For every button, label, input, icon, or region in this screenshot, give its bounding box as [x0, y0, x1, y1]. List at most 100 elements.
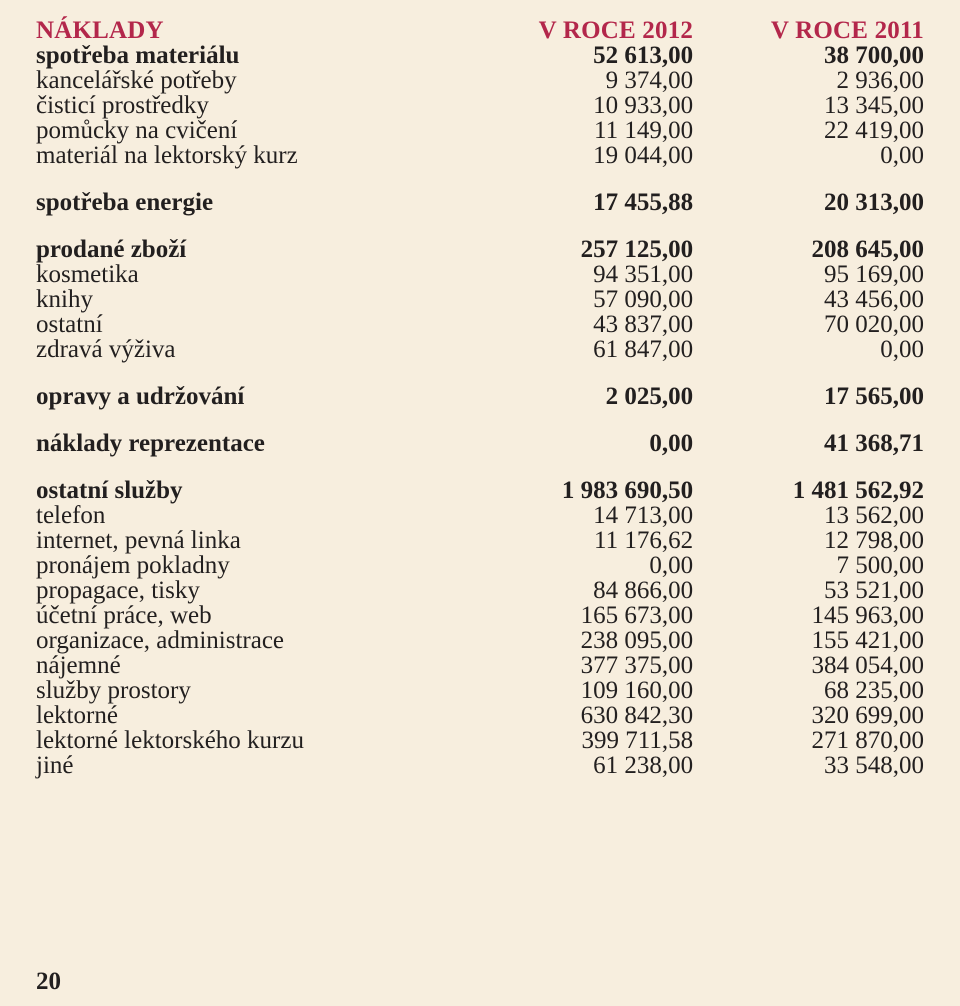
spacer-row	[36, 456, 924, 478]
row-label: materiál na lektorský kurz	[36, 143, 453, 168]
row-label: nájemné	[36, 653, 453, 678]
row-label: lektorné lektorského kurzu	[36, 728, 453, 753]
row-label: účetní práce, web	[36, 603, 453, 628]
group-label: náklady reprezentace	[36, 431, 453, 456]
table-row: propagace, tisky84 866,0053 521,00	[36, 578, 924, 603]
spacer-row	[36, 362, 924, 384]
page-number: 20	[36, 968, 61, 996]
row-v2012: 57 090,00	[453, 287, 693, 312]
row-v2012: 43 837,00	[453, 312, 693, 337]
group-row: ostatní služby1 983 690,501 481 562,92	[36, 478, 924, 503]
group-v2011: 38 700,00	[693, 43, 924, 68]
table-row: organizace, administrace238 095,00155 42…	[36, 628, 924, 653]
row-label: pomůcky na cvičení	[36, 118, 453, 143]
group-v2011: 41 368,71	[693, 431, 924, 456]
row-v2012: 165 673,00	[453, 603, 693, 628]
group-row: náklady reprezentace0,0041 368,71	[36, 431, 924, 456]
row-v2011: 70 020,00	[693, 312, 924, 337]
row-label: ostatní	[36, 312, 453, 337]
row-v2012: 10 933,00	[453, 93, 693, 118]
group-v2011: 17 565,00	[693, 384, 924, 409]
row-v2011: 68 235,00	[693, 678, 924, 703]
table-row: materiál na lektorský kurz19 044,000,00	[36, 143, 924, 168]
header-col-2011: V ROCE 2011	[693, 18, 924, 43]
row-v2011: 271 870,00	[693, 728, 924, 753]
row-label: čisticí prostředky	[36, 93, 453, 118]
group-row: opravy a udržování2 025,0017 565,00	[36, 384, 924, 409]
row-label: pronájem pokladny	[36, 553, 453, 578]
row-v2011: 22 419,00	[693, 118, 924, 143]
row-v2012: 630 842,30	[453, 703, 693, 728]
spacer-row	[36, 409, 924, 431]
group-v2012: 0,00	[453, 431, 693, 456]
row-v2011: 13 562,00	[693, 503, 924, 528]
row-label: propagace, tisky	[36, 578, 453, 603]
row-v2011: 7 500,00	[693, 553, 924, 578]
group-label: spotřeba materiálu	[36, 43, 453, 68]
row-label: kosmetika	[36, 262, 453, 287]
row-v2012: 94 351,00	[453, 262, 693, 287]
group-v2012: 52 613,00	[453, 43, 693, 68]
row-label: kancelářské potřeby	[36, 68, 453, 93]
row-v2011: 12 798,00	[693, 528, 924, 553]
group-v2011: 208 645,00	[693, 237, 924, 262]
group-v2012: 17 455,88	[453, 190, 693, 215]
row-v2012: 11 149,00	[453, 118, 693, 143]
group-v2012: 1 983 690,50	[453, 478, 693, 503]
row-v2012: 84 866,00	[453, 578, 693, 603]
row-v2012: 9 374,00	[453, 68, 693, 93]
table-row: nájemné377 375,00384 054,00	[36, 653, 924, 678]
group-row: spotřeba energie17 455,8820 313,00	[36, 190, 924, 215]
row-label: organizace, administrace	[36, 628, 453, 653]
row-v2012: 109 160,00	[453, 678, 693, 703]
row-v2011: 0,00	[693, 337, 924, 362]
table-row: pronájem pokladny0,007 500,00	[36, 553, 924, 578]
group-v2012: 257 125,00	[453, 237, 693, 262]
row-label: jiné	[36, 753, 453, 778]
group-v2011: 20 313,00	[693, 190, 924, 215]
row-label: telefon	[36, 503, 453, 528]
table-row: účetní práce, web165 673,00145 963,00	[36, 603, 924, 628]
row-v2011: 43 456,00	[693, 287, 924, 312]
table-row: internet, pevná linka11 176,6212 798,00	[36, 528, 924, 553]
table-row: jiné61 238,0033 548,00	[36, 753, 924, 778]
table-row: lektorné lektorského kurzu399 711,58271 …	[36, 728, 924, 753]
costs-table: NÁKLADYV ROCE 2012V ROCE 2011spotřeba ma…	[36, 18, 924, 778]
row-label: služby prostory	[36, 678, 453, 703]
table-row: ostatní43 837,0070 020,00	[36, 312, 924, 337]
row-v2011: 95 169,00	[693, 262, 924, 287]
group-v2012: 2 025,00	[453, 384, 693, 409]
group-row: prodané zboží257 125,00208 645,00	[36, 237, 924, 262]
table-row: kancelářské potřeby9 374,002 936,00	[36, 68, 924, 93]
table-row: zdravá výživa61 847,000,00	[36, 337, 924, 362]
group-label: opravy a udržování	[36, 384, 453, 409]
row-v2012: 0,00	[453, 553, 693, 578]
row-v2011: 320 699,00	[693, 703, 924, 728]
row-v2011: 33 548,00	[693, 753, 924, 778]
table-row: čisticí prostředky10 933,0013 345,00	[36, 93, 924, 118]
group-v2011: 1 481 562,92	[693, 478, 924, 503]
spacer-row	[36, 168, 924, 190]
table-row: kosmetika94 351,0095 169,00	[36, 262, 924, 287]
row-label: knihy	[36, 287, 453, 312]
row-v2012: 11 176,62	[453, 528, 693, 553]
row-v2012: 61 238,00	[453, 753, 693, 778]
group-label: spotřeba energie	[36, 190, 453, 215]
spacer-row	[36, 215, 924, 237]
row-v2011: 53 521,00	[693, 578, 924, 603]
row-v2011: 2 936,00	[693, 68, 924, 93]
header-col-naklady: NÁKLADY	[36, 18, 453, 43]
table-row: knihy57 090,0043 456,00	[36, 287, 924, 312]
table-row: lektorné630 842,30320 699,00	[36, 703, 924, 728]
table-header-row: NÁKLADYV ROCE 2012V ROCE 2011	[36, 18, 924, 43]
row-v2012: 61 847,00	[453, 337, 693, 362]
row-v2012: 399 711,58	[453, 728, 693, 753]
row-v2011: 384 054,00	[693, 653, 924, 678]
group-row: spotřeba materiálu52 613,0038 700,00	[36, 43, 924, 68]
group-label: ostatní služby	[36, 478, 453, 503]
table-row: pomůcky na cvičení11 149,0022 419,00	[36, 118, 924, 143]
row-v2012: 377 375,00	[453, 653, 693, 678]
row-label: zdravá výživa	[36, 337, 453, 362]
group-label: prodané zboží	[36, 237, 453, 262]
row-label: lektorné	[36, 703, 453, 728]
